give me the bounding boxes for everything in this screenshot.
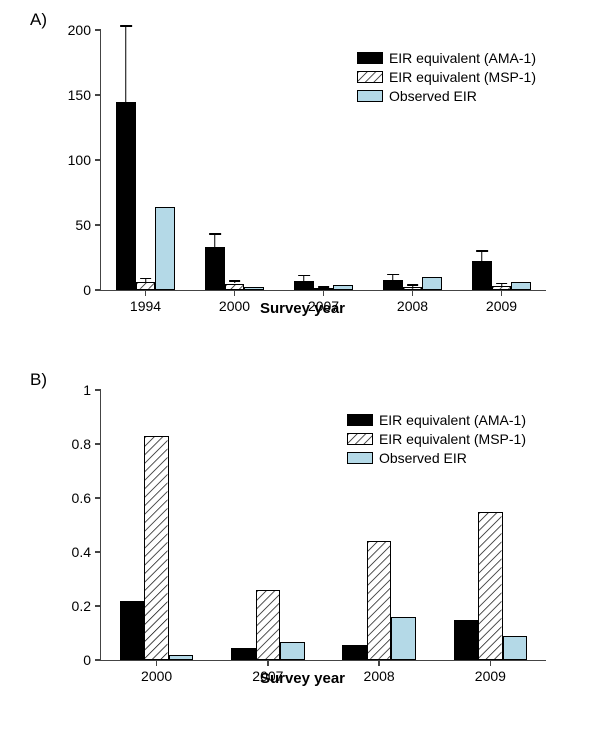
errorbar	[303, 276, 305, 281]
errorcap	[120, 25, 132, 27]
bar-msp1	[136, 282, 156, 290]
bar-msp1	[367, 541, 391, 660]
legend-swatch-obs	[357, 90, 383, 102]
bar-obs	[422, 277, 442, 290]
errorcap	[140, 278, 152, 280]
xtick-label: 2000	[219, 290, 250, 314]
legend-swatch-msp1	[357, 71, 383, 83]
errorcap	[209, 233, 221, 235]
xtick-label: 1994	[130, 290, 161, 314]
errorbar	[392, 274, 394, 279]
panel-b: B) 00.20.40.60.812000200720082009EIR equ…	[30, 370, 575, 730]
bar-obs	[280, 642, 304, 660]
bar-msp1	[314, 288, 334, 290]
bar-msp1	[256, 590, 280, 660]
xtick-label: 2000	[141, 660, 172, 684]
ytick-label: 0.4	[72, 544, 101, 560]
ytick-label: 150	[68, 87, 101, 103]
errorcap	[476, 250, 488, 252]
bar-obs	[391, 617, 415, 660]
errorcap	[387, 274, 399, 276]
ytick-label: 1	[83, 382, 101, 398]
ytick-label: 50	[75, 217, 101, 233]
bar-ama1	[454, 620, 478, 661]
errorbar	[214, 234, 216, 247]
xtick-label: 2008	[364, 660, 395, 684]
bar-obs	[333, 285, 353, 290]
errorcap	[496, 283, 508, 285]
bar-ama1	[120, 601, 144, 660]
legend-label-ama1: EIR equivalent (AMA-1)	[389, 50, 536, 66]
legend-item-ama1: EIR equivalent (AMA-1)	[347, 412, 526, 428]
legend-swatch-ama1	[347, 414, 373, 426]
legend-item-obs: Observed EIR	[357, 88, 536, 104]
bar-ama1	[383, 280, 403, 290]
panel-a: A) 05010015020019942000200720082009EIR e…	[30, 10, 575, 350]
bar-ama1	[205, 247, 225, 290]
errorcap	[298, 275, 310, 277]
panel-a-xlabel: Survey year	[260, 300, 345, 317]
legend-label-msp1: EIR equivalent (MSP-1)	[379, 431, 526, 447]
ytick-label: 0	[83, 282, 101, 298]
legend: EIR equivalent (AMA-1) EIR equivalent (MS…	[347, 412, 526, 469]
errorcap	[229, 280, 241, 282]
legend-item-obs: Observed EIR	[347, 450, 526, 466]
ytick-label: 0.6	[72, 490, 101, 506]
ytick-label: 0.2	[72, 598, 101, 614]
errorbar	[125, 26, 127, 101]
bar-obs	[511, 282, 531, 290]
bar-ama1	[231, 648, 255, 660]
bar-ama1	[342, 645, 366, 660]
legend: EIR equivalent (AMA-1) EIR equivalent (MS…	[357, 50, 536, 107]
bar-obs	[244, 287, 264, 290]
bar-msp1	[403, 287, 423, 290]
bar-obs	[503, 636, 527, 660]
bar-obs	[169, 655, 193, 660]
legend-item-msp1: EIR equivalent (MSP-1)	[347, 431, 526, 447]
bar-ama1	[294, 281, 314, 290]
xtick-label: 2009	[486, 290, 517, 314]
legend-swatch-obs	[347, 452, 373, 464]
legend-swatch-ama1	[357, 52, 383, 64]
legend-label-ama1: EIR equivalent (AMA-1)	[379, 412, 526, 428]
ytick-label: 100	[68, 152, 101, 168]
errorbar	[481, 251, 483, 261]
legend-item-ama1: EIR equivalent (AMA-1)	[357, 50, 536, 66]
xtick-label: 2008	[397, 290, 428, 314]
ytick-label: 200	[68, 22, 101, 38]
page: A) 05010015020019942000200720082009EIR e…	[0, 0, 600, 748]
ytick-label: 0	[83, 652, 101, 668]
legend-label-obs: Observed EIR	[389, 88, 477, 104]
bar-msp1	[144, 436, 168, 660]
errorcap	[318, 286, 330, 288]
errorcap	[407, 284, 419, 286]
panel-a-title: A)	[30, 10, 47, 30]
panel-b-title: B)	[30, 370, 47, 390]
legend-swatch-msp1	[347, 433, 373, 445]
xtick-label: 2009	[475, 660, 506, 684]
bar-msp1	[225, 284, 245, 291]
bar-ama1	[472, 261, 492, 290]
panel-b-xlabel: Survey year	[260, 670, 345, 687]
legend-label-obs: Observed EIR	[379, 450, 467, 466]
plot-a: 05010015020019942000200720082009EIR equi…	[100, 30, 546, 291]
ytick-label: 0.8	[72, 436, 101, 452]
bar-ama1	[116, 102, 136, 291]
bar-msp1	[492, 286, 512, 290]
bar-msp1	[478, 512, 502, 661]
bar-obs	[155, 207, 175, 290]
plot-b: 00.20.40.60.812000200720082009EIR equiva…	[100, 390, 546, 661]
legend-label-msp1: EIR equivalent (MSP-1)	[389, 69, 536, 85]
legend-item-msp1: EIR equivalent (MSP-1)	[357, 69, 536, 85]
